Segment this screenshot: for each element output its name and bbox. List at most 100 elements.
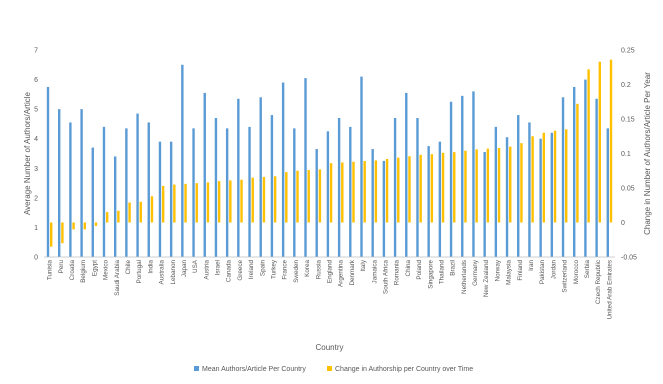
- x-tick-label: Thailand: [438, 260, 445, 285]
- y-tick-label: 7: [34, 48, 38, 55]
- x-tick-label: New Zealand: [483, 260, 490, 298]
- bar-change-romania: [397, 158, 399, 223]
- bar-mean-greece: [237, 99, 239, 257]
- bar-mean-singapore: [427, 146, 429, 257]
- x-tick-label: Pakistan: [539, 260, 546, 285]
- x-tick-label: Turkey: [271, 259, 278, 279]
- y-tick-label: 3: [34, 166, 38, 173]
- legend-label-mean: Mean Authors/Article Per Country: [202, 366, 306, 373]
- bar-mean-italy: [360, 77, 362, 257]
- bar-change-portugal: [140, 202, 142, 223]
- y-tick-label: 1: [34, 225, 38, 232]
- bar-change-canada: [229, 180, 231, 222]
- bar-mean-chile: [125, 128, 127, 257]
- bar-mean-norway: [495, 127, 497, 257]
- bar-change-belgium: [84, 223, 86, 230]
- x-tick-label: Japan: [181, 260, 188, 278]
- bar-change-morocco: [576, 104, 578, 223]
- bar-change-usa: [196, 183, 198, 222]
- x-tick-label: Singapore: [427, 260, 434, 289]
- bar-mean-portugal: [136, 114, 138, 257]
- bar-mean-south-africa: [383, 161, 385, 257]
- bar-mean-united-arab-emirates: [607, 128, 609, 257]
- bar-mean-canada: [226, 128, 228, 257]
- x-tick-label: Israel: [215, 260, 222, 275]
- y2-tick-label: 0.25: [621, 48, 635, 55]
- bar-change-india: [151, 196, 153, 222]
- bar-mean-russia: [316, 149, 318, 257]
- bar-mean-argentina: [338, 118, 340, 257]
- bar-change-korea: [308, 170, 310, 222]
- bar-change-new-zealand: [487, 149, 489, 223]
- bar-change-austria: [207, 182, 209, 222]
- bar-mean-turkey: [271, 115, 273, 257]
- bar-mean-jamaica: [371, 149, 373, 257]
- x-tick-label: Netherlands: [461, 260, 468, 294]
- bar-change-jordan: [554, 131, 556, 223]
- y2-tick-label: 0.05: [621, 186, 635, 193]
- bar-change-czech-republic: [599, 62, 601, 223]
- x-tick-label: Denmark: [349, 259, 356, 285]
- legend-swatch-mean: [194, 366, 199, 371]
- bar-change-pakistan: [543, 133, 545, 223]
- y-tick-label: 6: [34, 77, 38, 84]
- bar-mean-japan: [181, 65, 183, 257]
- ticks-layer: Tunisia Peru Croatia Belgium Egypt Mexico Saud…: [34, 48, 637, 320]
- x-tick-label: France: [282, 260, 289, 280]
- x-tick-label: Morocco: [573, 260, 580, 285]
- y-tick-label: 2: [34, 195, 38, 202]
- bar-change-poland: [419, 155, 421, 223]
- x-tick-label: Tunisia: [47, 260, 54, 281]
- bar-mean-lebanon: [170, 142, 172, 257]
- bar-mean-israel: [215, 118, 217, 257]
- bar-mean-england: [327, 131, 329, 257]
- bar-change-turkey: [274, 176, 276, 222]
- y-axis-label: Average Number of Authors/Article: [23, 91, 32, 215]
- bar-change-sweden: [296, 171, 298, 223]
- x-tick-label: Finland: [517, 260, 524, 281]
- x-tick-label: India: [147, 260, 154, 274]
- x-tick-label: Argentina: [338, 260, 345, 287]
- bar-change-denmark: [352, 162, 354, 223]
- x-tick-label: Russia: [315, 260, 322, 280]
- x-tick-label: Norway: [494, 259, 501, 281]
- bar-change-mexico: [106, 212, 108, 222]
- y2-tick-label: 0.2: [621, 82, 631, 89]
- y2-tick-label: 0.1: [621, 151, 631, 158]
- x-tick-label: Portugal: [136, 260, 143, 283]
- bar-mean-brazil: [450, 102, 452, 257]
- y2-tick-label: 0: [621, 220, 625, 227]
- x-tick-label: Chile: [125, 260, 132, 275]
- bar-mean-ireland: [248, 127, 250, 257]
- y2-tick-label: 0.15: [621, 117, 635, 124]
- bar-mean-france: [282, 83, 284, 257]
- bar-mean-sweden: [293, 128, 295, 257]
- bar-change-singapore: [431, 154, 433, 222]
- bar-mean-peru: [58, 109, 60, 257]
- bar-change-chile: [128, 202, 130, 222]
- x-tick-label: Sweden: [293, 260, 300, 283]
- bar-change-croatia: [72, 223, 74, 230]
- bar-change-france: [285, 172, 287, 222]
- x-tick-label: Germany: [472, 259, 479, 286]
- x-tick-label: Egypt: [91, 260, 98, 276]
- x-tick-label: Serbia: [584, 260, 591, 279]
- bar-mean-netherlands: [461, 96, 463, 257]
- bar-change-egypt: [95, 223, 97, 226]
- bar-mean-spain: [260, 97, 262, 257]
- bar-change-china: [408, 156, 410, 222]
- legend-label-change: Change in Authorship per Country over Ti…: [335, 366, 473, 373]
- bar-change-saudi-arabia: [117, 211, 119, 223]
- bars-layer: [47, 60, 612, 257]
- bar-mean-croatia: [69, 122, 71, 257]
- bar-change-greece: [240, 180, 242, 223]
- y-tick-label: 4: [34, 136, 38, 143]
- bar-change-malaysia: [509, 147, 511, 223]
- bar-change-finland: [520, 143, 522, 222]
- x-tick-label: Brazil: [450, 260, 457, 276]
- bar-mean-pakistan: [539, 139, 541, 257]
- y-tick-label: 0: [34, 255, 38, 262]
- x-tick-label: Belgium: [80, 260, 87, 283]
- bar-mean-jordan: [551, 133, 553, 257]
